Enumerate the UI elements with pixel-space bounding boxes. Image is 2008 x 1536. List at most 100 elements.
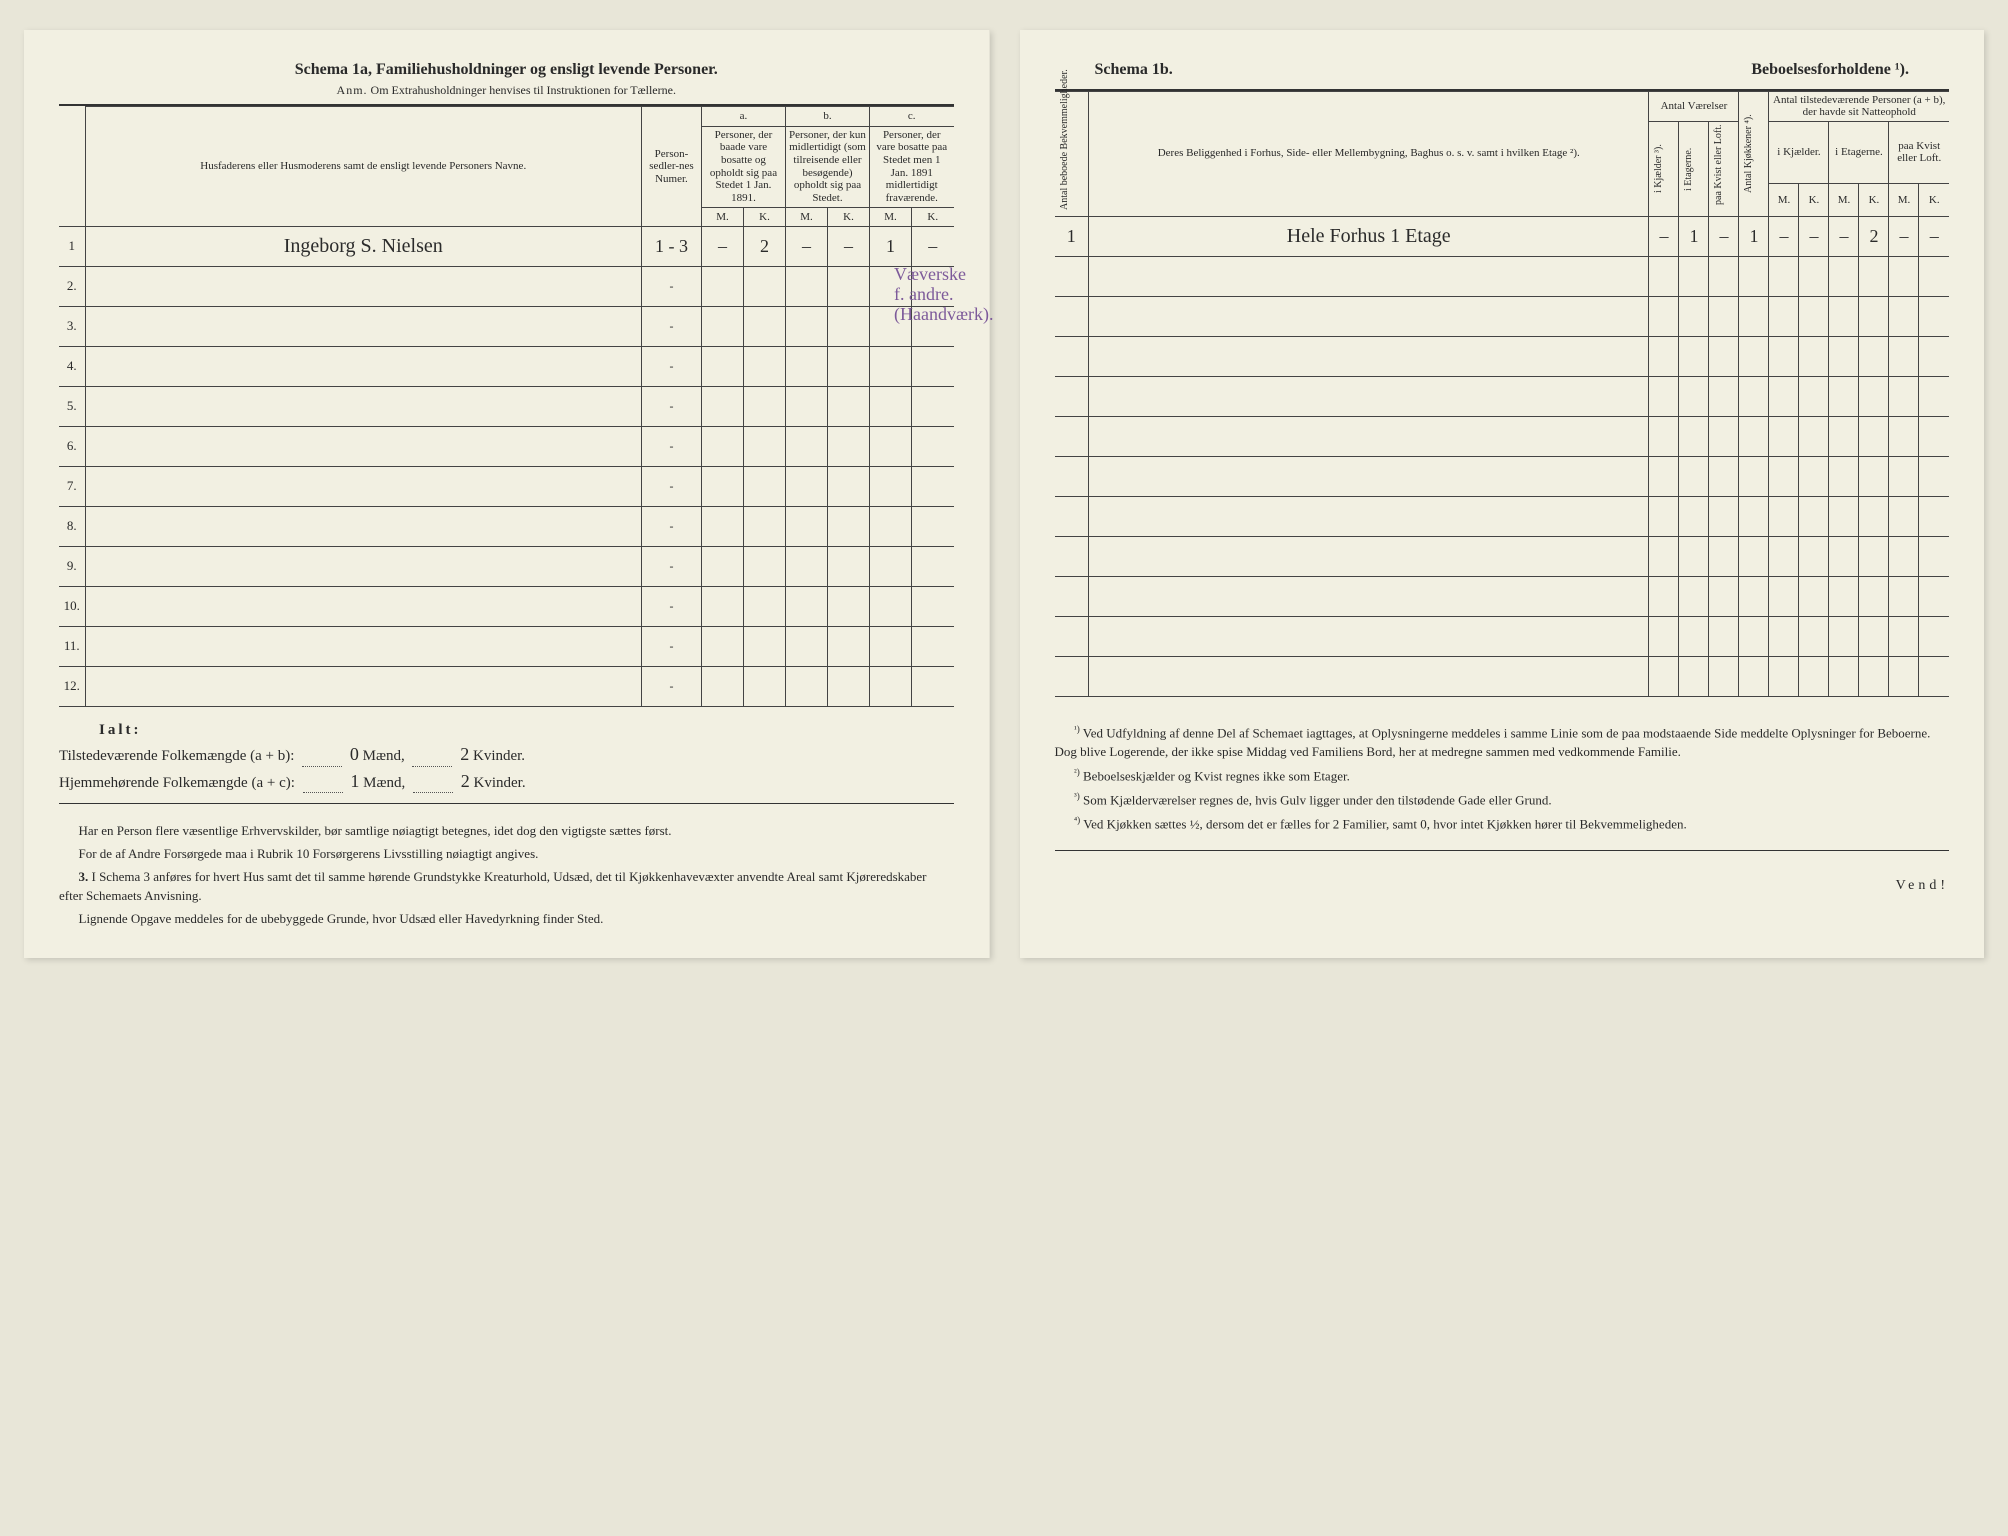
cell-name (85, 346, 641, 386)
fn3-num: ³) (1074, 791, 1080, 801)
table-row (1055, 296, 1950, 336)
cell-lk: – (1919, 216, 1949, 256)
cell-cK (911, 386, 953, 426)
cell-n (1055, 576, 1089, 616)
cell-bK (827, 386, 869, 426)
cell-name: Ingeborg S. Nielsen (85, 226, 641, 266)
cell-et (1679, 256, 1709, 296)
cell-n (1055, 496, 1089, 536)
cell-kk2 (1799, 256, 1829, 296)
cell-name (85, 626, 641, 666)
cell-et (1679, 656, 1709, 696)
anm-label: Anm. (337, 83, 368, 97)
cell-lm (1889, 256, 1919, 296)
rule (59, 803, 954, 804)
cell-bK (827, 426, 869, 466)
cell-bK (827, 466, 869, 506)
cell-name (85, 506, 641, 546)
cell-aM (701, 666, 743, 706)
cell-lk (1919, 616, 1949, 656)
fn3: ³) Som Kjælderværelser regnes de, hvis G… (1055, 790, 1950, 810)
cell-lm (1889, 376, 1919, 416)
cell-aM (701, 466, 743, 506)
cell-lk (1919, 656, 1949, 696)
cell-aM (701, 306, 743, 346)
table-row (1055, 576, 1950, 616)
cell-bK (827, 666, 869, 706)
col-belig: Deres Beliggenhed i Forhus, Side- eller … (1089, 91, 1649, 216)
cell-aK (743, 426, 785, 466)
tot2-m: 1 (350, 771, 359, 791)
cell-belig (1089, 336, 1649, 376)
fn-p1: Har en Person flere væsentlige Erhvervsk… (59, 822, 954, 841)
cell-et (1679, 336, 1709, 376)
cell-bK (827, 506, 869, 546)
cell-kk2 (1799, 456, 1829, 496)
cell-belig (1089, 296, 1649, 336)
maend: Mænd, (363, 748, 405, 764)
fn-p3-num: 3. (79, 869, 89, 884)
cell-cK (911, 586, 953, 626)
cell-bM (785, 546, 827, 586)
cell-n (1055, 376, 1089, 416)
cell-num: - (641, 386, 701, 426)
table-row: 1Ingeborg S. Nielsen1 - 3–2––1– (59, 226, 954, 266)
table-row (1055, 256, 1950, 296)
cell-kk (1739, 616, 1769, 656)
col-a-text: Personer, der baade vare bosatte og opho… (701, 126, 785, 207)
cell-lm (1889, 616, 1919, 656)
cell-kk (1739, 416, 1769, 456)
cell-em (1829, 496, 1859, 536)
right-title: Schema 1b. Beboelsesforholdene ¹). (1055, 60, 1950, 81)
cell-kk (1739, 656, 1769, 696)
col-names: Husfaderens eller Husmoderens samt de en… (85, 107, 641, 226)
cell-aM (701, 546, 743, 586)
cell-bM (785, 466, 827, 506)
col-kjoek: Antal Kjøkkener ⁴). (1742, 94, 1755, 214)
cell-km (1769, 656, 1799, 696)
cell-kj (1649, 656, 1679, 696)
cell-ek (1859, 296, 1889, 336)
table-row: 2.- (59, 266, 954, 306)
cell-cK (911, 426, 953, 466)
cell-aK (743, 586, 785, 626)
hdr-m: M. (869, 207, 911, 226)
cell-name (85, 386, 641, 426)
table-row: 5.- (59, 386, 954, 426)
cell-lm (1889, 496, 1919, 536)
cell-cM (869, 546, 911, 586)
cell-bM (785, 506, 827, 546)
cell-bK (827, 586, 869, 626)
left-subtitle: Anm. Om Extrahusholdninger henvises til … (59, 83, 954, 99)
left-page: Schema 1a, Familiehusholdninger og ensli… (24, 30, 990, 958)
cell-kv (1709, 576, 1739, 616)
cell-lk (1919, 536, 1949, 576)
cell-bM: – (785, 226, 827, 266)
fn-p3-text: I Schema 3 anføres for hvert Hus samt de… (59, 869, 927, 903)
cell-kk2 (1799, 376, 1829, 416)
cell-lm (1889, 536, 1919, 576)
cell-kv (1709, 616, 1739, 656)
cell-aK: 2 (743, 226, 785, 266)
right-page: Schema 1b. Beboelsesforholdene ¹). Antal… (1020, 30, 1985, 958)
cell-lm (1889, 576, 1919, 616)
cell-kk2: – (1799, 216, 1829, 256)
cell-bM (785, 586, 827, 626)
cell-n (1055, 256, 1089, 296)
cell-aM (701, 266, 743, 306)
cell-cM (869, 426, 911, 466)
document-spread: Schema 1a, Familiehusholdninger og ensli… (24, 30, 1984, 958)
cell-cM (869, 586, 911, 626)
col-a-label: a. (701, 107, 785, 126)
rule (1055, 850, 1950, 851)
cell-name (85, 586, 641, 626)
row-num: 8. (59, 506, 85, 546)
cell-num: - (641, 506, 701, 546)
tot1-m: 0 (350, 744, 359, 764)
cell-et (1679, 376, 1709, 416)
cell-cK (911, 466, 953, 506)
kvinder: Kvinder. (474, 775, 526, 791)
cell-aK (743, 266, 785, 306)
ialt-label: Ialt: (99, 721, 954, 741)
cell-kk2 (1799, 336, 1829, 376)
